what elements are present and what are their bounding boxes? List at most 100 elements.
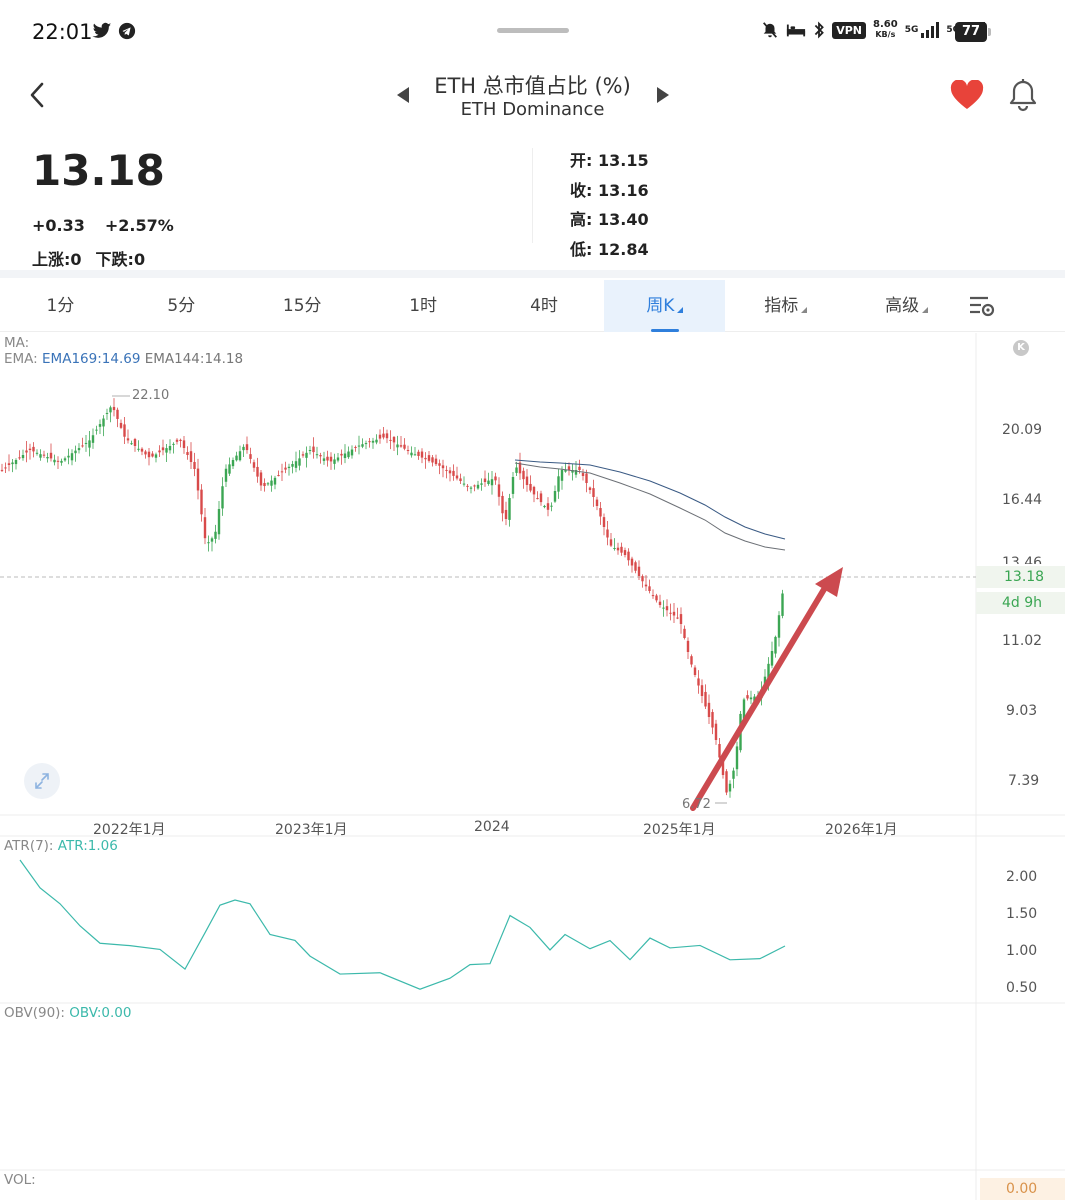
candle-body (599, 508, 602, 517)
candle-body (735, 746, 739, 770)
tab-weekly[interactable]: 周K (604, 280, 726, 332)
tab-indicators[interactable]: 指标 (725, 280, 846, 332)
status-bar: 22:01 VPN 8.60 KB/s 5G 5G 77 (0, 0, 1065, 64)
dropdown-corner-icon (677, 307, 684, 313)
candle-body (581, 472, 585, 476)
ema144-line (514, 462, 786, 551)
candle-body (298, 458, 301, 466)
candle-body (536, 498, 539, 500)
candle-body (634, 562, 637, 571)
atr-y-tick: 1.00 (1006, 943, 1038, 959)
candle-body (189, 451, 193, 462)
candle-body (4, 467, 7, 469)
candle-body (263, 482, 266, 487)
candle-body (144, 451, 147, 455)
panel-lines (0, 333, 1065, 1200)
tab-5m[interactable]: 5分 (167, 296, 196, 316)
candle-body (518, 462, 522, 474)
candle-body (515, 467, 518, 473)
candle-body (266, 483, 270, 485)
candle-body (165, 448, 168, 453)
candle-body (280, 471, 284, 473)
candle-body (28, 448, 32, 450)
ema169-line (514, 459, 786, 540)
candle-body (767, 663, 770, 681)
candle-body (242, 446, 245, 451)
candle-body (658, 601, 662, 605)
candle-body (553, 491, 557, 502)
previous-symbol-icon[interactable] (396, 86, 410, 104)
candle-body (252, 462, 256, 468)
up-down-counts: 上涨:0 下跌:0 (32, 246, 145, 270)
candle-body (403, 444, 406, 449)
low-value: 12.84 (597, 239, 649, 259)
candle-body (697, 678, 700, 686)
k-badge[interactable]: K (1013, 340, 1029, 356)
atr-line (19, 859, 786, 990)
candle-body (256, 466, 259, 477)
candle-body (564, 470, 567, 472)
candle-body (343, 453, 347, 459)
candle-body (151, 453, 154, 457)
candle-body (105, 412, 109, 414)
atr-y-tick: 0.50 (1006, 980, 1038, 996)
candle-body (473, 485, 476, 487)
candle-body (613, 548, 616, 549)
candle-body (718, 744, 721, 758)
candle-body (578, 466, 581, 470)
candle-body (550, 505, 553, 507)
candle-body (417, 451, 420, 456)
candle-body (511, 477, 515, 494)
chart-canvas[interactable] (0, 333, 1065, 1200)
chart-settings-button[interactable] (967, 280, 1065, 332)
ohlc-panel: 开: 13.15 收: 13.16 高: 13.40 低: 12.84 (570, 147, 649, 265)
candle-body (707, 702, 711, 717)
candle-body (627, 551, 630, 561)
candle-body (494, 476, 497, 481)
drag-handle[interactable] (497, 28, 569, 33)
candle-body (483, 478, 487, 482)
next-symbol-icon[interactable] (656, 86, 670, 104)
telegram-icon (118, 22, 136, 40)
bell-icon[interactable] (1008, 78, 1038, 112)
candle-body (434, 458, 438, 465)
candle-body (291, 464, 294, 467)
tab-advanced[interactable]: 高级 (846, 280, 967, 332)
candle-body (389, 439, 392, 441)
candle-body (88, 440, 91, 448)
up-count: 上涨:0 (32, 250, 82, 269)
candle-body (231, 460, 235, 467)
candle-body (182, 440, 186, 448)
candle-body (200, 489, 203, 515)
dropdown-corner-icon (801, 307, 808, 313)
candle-body (361, 444, 364, 447)
candle-body (228, 464, 231, 474)
divider (532, 148, 533, 243)
fullscreen-button[interactable] (24, 763, 60, 799)
back-arrow-icon[interactable] (24, 78, 52, 112)
candlesticks (0, 398, 784, 798)
candle-body (25, 450, 28, 453)
candle-body (74, 450, 77, 454)
expand-icon (35, 773, 49, 789)
candle-body (781, 593, 784, 616)
tab-1m[interactable]: 1分 (46, 296, 75, 316)
candle-body (357, 445, 361, 447)
candle-body (441, 465, 445, 469)
candle-body (623, 550, 627, 555)
tab-4h[interactable]: 4时 (530, 296, 558, 316)
bluetooth-icon (814, 21, 825, 39)
candle-body (690, 656, 693, 665)
candle-body (119, 422, 123, 428)
tab-15m[interactable]: 15分 (282, 296, 322, 316)
candle-body (354, 446, 357, 448)
favorite-heart-icon[interactable] (950, 80, 984, 110)
low-row: 低: 12.84 (570, 239, 649, 259)
page-subtitle: ETH Dominance (460, 99, 605, 120)
ma-label: MA: (4, 335, 30, 351)
candle-body (746, 695, 749, 699)
candle-body (133, 439, 137, 446)
tab-1h[interactable]: 1时 (409, 296, 438, 316)
candle-body (431, 457, 434, 463)
y-tick: 9.03 (1006, 703, 1038, 719)
